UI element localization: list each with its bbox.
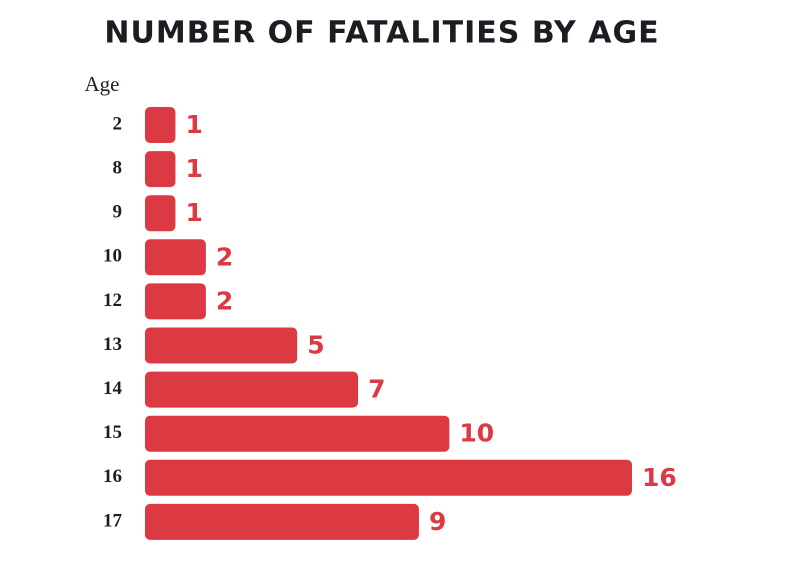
y-tick-label: 13 [103, 334, 122, 355]
chart-title: NUMBER OF FATALITIES BY AGE [104, 16, 659, 51]
value-label: 16 [642, 463, 677, 492]
y-tick-label: 16 [103, 466, 122, 487]
bar [145, 503, 419, 540]
bar [145, 459, 632, 496]
y-tick-label: 2 [113, 113, 123, 134]
bar [145, 195, 176, 232]
bar [145, 415, 450, 452]
bar [145, 239, 206, 276]
value-label: 1 [185, 198, 202, 227]
y-tick-label: 8 [113, 157, 123, 178]
value-label: 2 [216, 286, 233, 315]
bar [145, 371, 359, 408]
value-label: 10 [459, 419, 494, 448]
bar [145, 107, 176, 143]
value-label: 1 [185, 154, 202, 183]
bar [145, 327, 298, 364]
value-label: 9 [429, 507, 446, 536]
y-tick-label: 10 [103, 246, 122, 267]
value-label: 5 [307, 331, 324, 360]
value-label: 7 [368, 375, 385, 404]
y-tick-label: 15 [103, 422, 122, 443]
y-axis-label: Age [85, 72, 120, 96]
y-tick-label: 9 [113, 202, 123, 223]
y-tick-label: 17 [103, 510, 123, 531]
y-tick-label: 14 [103, 378, 123, 399]
value-label: 2 [216, 242, 233, 271]
bar [145, 151, 176, 188]
value-label: 1 [185, 110, 202, 139]
y-tick-label: 12 [103, 290, 122, 311]
bar [145, 283, 206, 320]
